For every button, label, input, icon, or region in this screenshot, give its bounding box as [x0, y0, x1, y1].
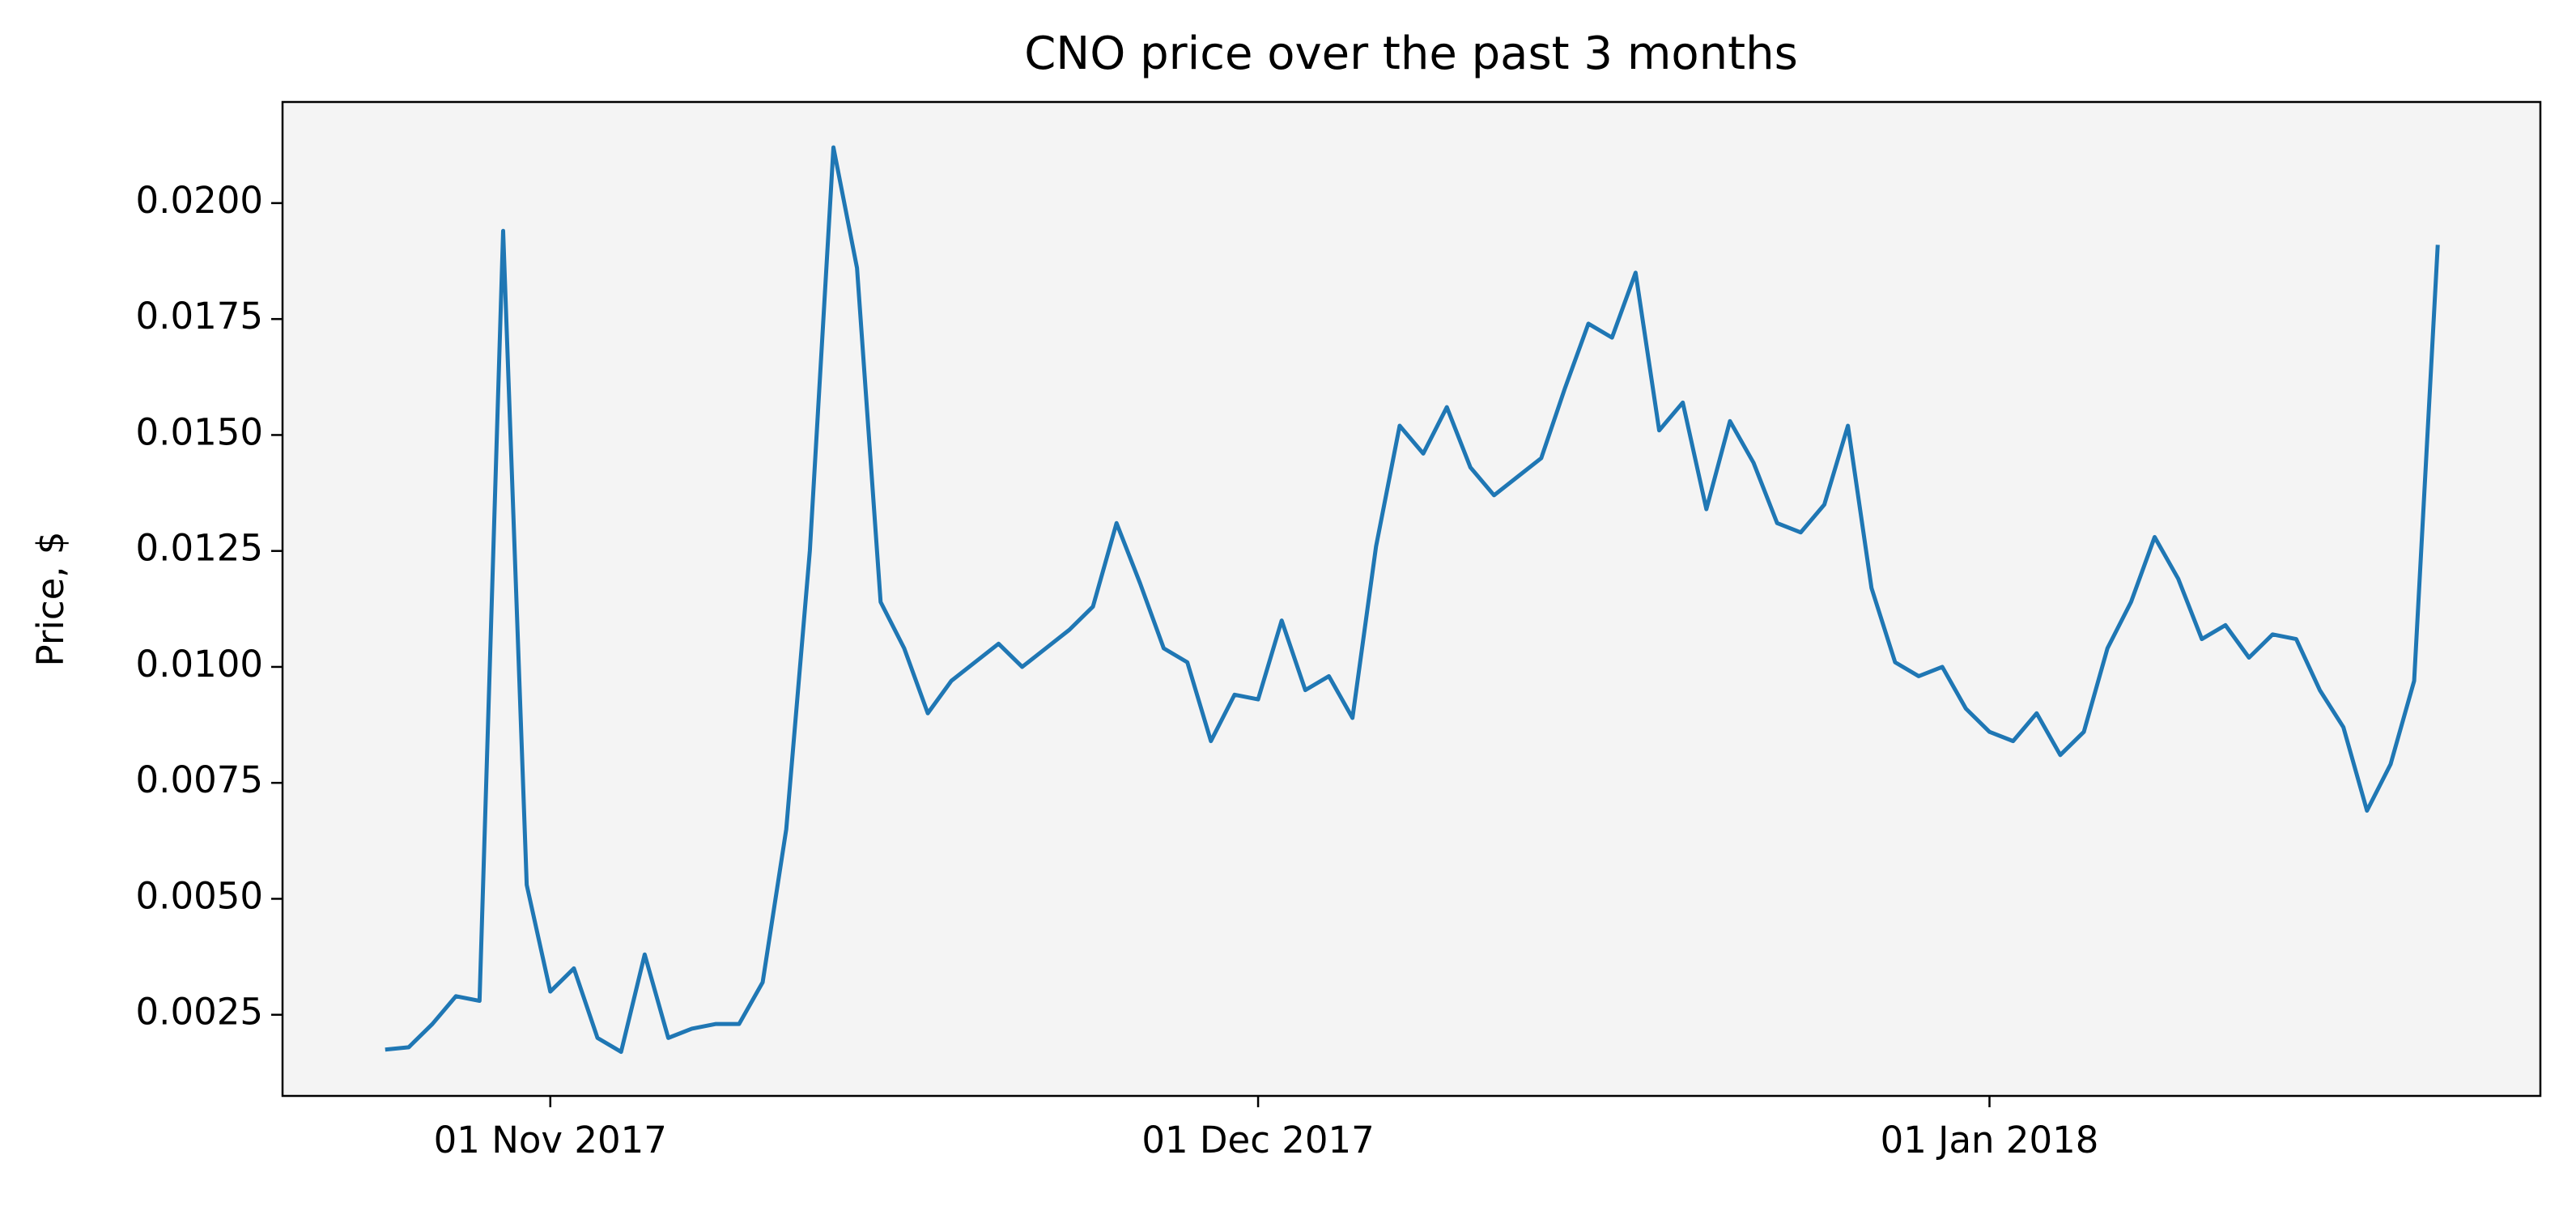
y-tick-label: 0.0200 [136, 179, 263, 222]
price-line [385, 145, 2440, 1055]
y-tick-label: 0.0175 [136, 295, 263, 338]
chart-title: CNO price over the past 3 months [1024, 28, 1798, 80]
y-tick-label: 0.0075 [136, 758, 263, 801]
axes-frame [281, 100, 2542, 1098]
y-tick-label: 0.0150 [136, 410, 263, 453]
y-tick-label: 0.0100 [136, 643, 263, 686]
x-tick-label: 01 Dec 2017 [1141, 1119, 1374, 1161]
y-tick-label: 0.0050 [136, 874, 263, 917]
y-tick-label: 0.0125 [136, 527, 263, 570]
y-axis-label: Price, $ [29, 531, 72, 666]
x-tick-label: 01 Nov 2017 [434, 1119, 667, 1161]
y-tick-label: 0.0025 [136, 991, 263, 1034]
plot-area [283, 102, 2540, 1096]
x-tick-label: 01 Jan 2018 [1881, 1119, 2099, 1161]
